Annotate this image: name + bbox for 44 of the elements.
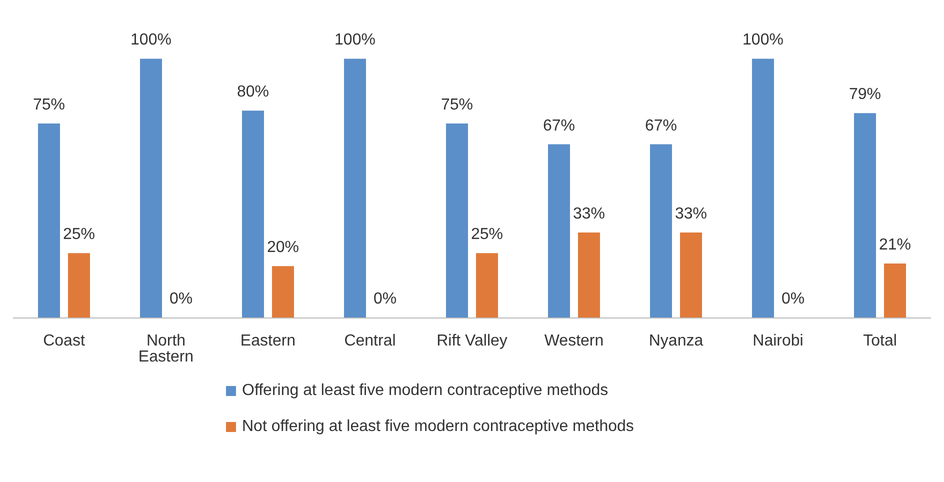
bar xyxy=(854,113,876,318)
data-label: 79% xyxy=(848,86,882,104)
data-label: 67% xyxy=(542,117,576,134)
bar xyxy=(38,124,60,318)
bar xyxy=(476,253,498,318)
bar xyxy=(242,110,264,318)
data-label: 100% xyxy=(334,32,376,49)
bar xyxy=(68,253,90,318)
bar xyxy=(446,124,468,318)
data-label: 100% xyxy=(742,32,784,49)
bar xyxy=(578,232,600,318)
data-label: 21% xyxy=(878,236,912,254)
bar xyxy=(272,266,294,318)
data-label: 75% xyxy=(440,96,474,114)
bar xyxy=(140,58,162,318)
data-label: 75% xyxy=(32,96,66,114)
data-label: 0% xyxy=(169,290,193,308)
data-label: 25% xyxy=(470,226,504,244)
legend-label: Offering at least five modern contraceptive methods xyxy=(242,382,608,400)
data-label: 33% xyxy=(674,205,708,222)
data-label: 80% xyxy=(236,84,270,101)
data-label: 67% xyxy=(644,117,678,134)
x-tick-label: Total xyxy=(863,332,897,350)
x-tick-label: Western xyxy=(544,332,604,350)
x-tick-label: North Eastern xyxy=(138,332,194,366)
bar xyxy=(884,264,906,318)
data-label: 0% xyxy=(781,290,805,308)
data-label: 0% xyxy=(373,290,397,308)
x-tick-label: Rift Valley xyxy=(436,332,508,350)
bar xyxy=(548,144,570,318)
x-tick-label: Central xyxy=(344,332,396,350)
data-label: 33% xyxy=(572,205,606,222)
x-tick-label: Nyanza xyxy=(648,332,704,350)
bar xyxy=(752,58,774,318)
bar xyxy=(650,144,672,318)
bar xyxy=(344,58,366,318)
bar xyxy=(680,232,702,318)
x-tick-label: Nairobi xyxy=(752,332,804,350)
data-label: 20% xyxy=(266,239,300,256)
data-label: 100% xyxy=(130,32,172,49)
data-label: 25% xyxy=(62,226,96,244)
x-tick-label: Eastern xyxy=(240,332,296,350)
x-tick-label: Coast xyxy=(43,332,86,350)
legend-label: Not offering at least five modern contraceptive methods xyxy=(242,418,634,436)
